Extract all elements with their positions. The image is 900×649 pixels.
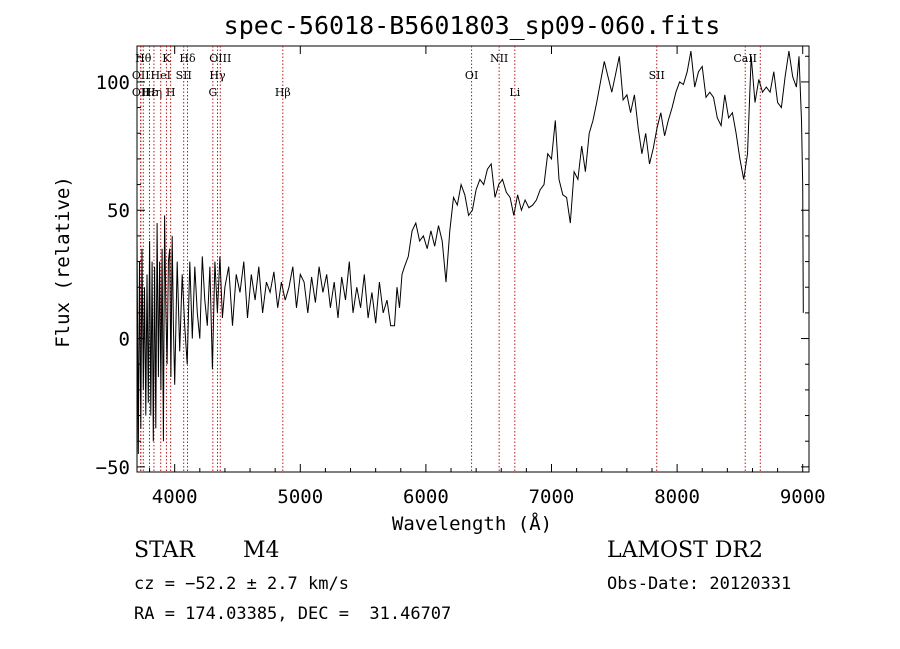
line-marker-label: OI <box>465 69 478 82</box>
line-marker-label: K <box>162 52 171 65</box>
x-axis-label: Wavelength (Å) <box>392 512 552 535</box>
y-tick-label: 100 <box>96 72 130 94</box>
line-marker-label: G <box>208 86 217 99</box>
line-marker-label: OII <box>132 86 150 99</box>
x-tick-label: 7000 <box>529 486 575 508</box>
spectral-line-markers: HθOIIOIIHεHηHeIKHSIIHδGHγOIIIHβOINIILiSI… <box>132 46 761 472</box>
y-tick-label: 0 <box>119 329 130 351</box>
line-marker-label: OIII <box>209 52 231 65</box>
x-tick-label: 6000 <box>403 486 449 508</box>
line-marker-label: H <box>166 86 176 99</box>
object-subclass: M4 <box>243 538 280 563</box>
y-axis-label: Flux (relative) <box>52 176 74 348</box>
redshift-cz: cz = −52.2 ± 2.7 km/s <box>134 574 349 594</box>
obs-date: Obs-Date: 20120331 <box>607 574 792 594</box>
line-marker-label: HeI <box>151 69 171 82</box>
object-class: STAR <box>134 538 195 563</box>
line-marker-label: CaII <box>733 52 757 65</box>
line-marker-label: SII <box>649 69 665 82</box>
line-marker-label: Hθ <box>135 52 152 65</box>
spectrum-line <box>136 51 804 455</box>
survey-name: LAMOST DR2 <box>607 538 763 563</box>
line-marker-label: Li <box>509 86 520 99</box>
plot-frame <box>136 45 810 473</box>
y-tick-label: 50 <box>107 200 130 222</box>
line-marker-label: Hη <box>146 86 162 99</box>
line-marker-label: Hβ <box>275 86 291 99</box>
line-marker-label: SII <box>176 69 192 82</box>
coordinates: RA = 174.03385, DEC = 31.46707 <box>134 604 452 624</box>
x-tick-label: 9000 <box>780 486 826 508</box>
y-axis-ticks: −50 0 50 100 <box>96 55 809 479</box>
x-tick-label: 8000 <box>654 486 700 508</box>
chart-title: spec-56018-B5601803_sp09-060.fits <box>224 11 721 40</box>
x-tick-label: 4000 <box>152 486 198 508</box>
x-axis-ticks: 4000 5000 6000 7000 8000 9000 <box>149 46 826 508</box>
line-marker-label: NII <box>490 52 508 65</box>
y-tick-label: −50 <box>96 457 130 479</box>
line-marker-label: Hγ <box>209 69 226 82</box>
line-marker-label: Hδ <box>179 52 196 65</box>
x-tick-label: 5000 <box>277 486 323 508</box>
